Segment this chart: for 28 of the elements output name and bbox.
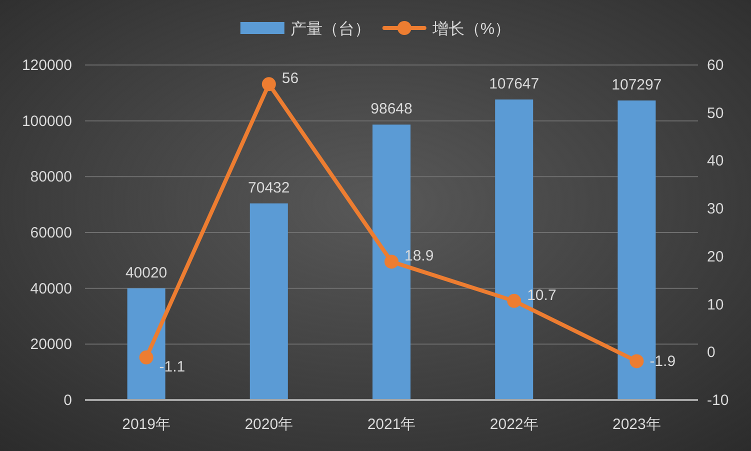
x-tick-label: 2019年 <box>122 416 170 433</box>
y2-tick-label: 20 <box>707 248 724 266</box>
x-tick-label: 2023年 <box>612 416 661 433</box>
y-tick-label: 40000 <box>30 280 72 298</box>
y-tick-label: 120000 <box>22 57 72 74</box>
y2-tick-label: 50 <box>707 104 724 122</box>
y2-tick-label: 0 <box>707 344 716 362</box>
data-label: 40020 <box>125 264 168 282</box>
y2-tick-label: -10 <box>707 392 729 409</box>
data-label: 56 <box>282 70 299 88</box>
legend-label: 产量（台） <box>290 20 370 38</box>
data-label: 98648 <box>370 100 412 118</box>
y2-tick-label: 40 <box>707 152 724 170</box>
x-tick-label: 2020年 <box>244 416 294 433</box>
x-tick-label: 2021年 <box>367 416 416 433</box>
y-tick-label: 60000 <box>30 224 72 242</box>
y2-tick-label: 60 <box>707 57 724 74</box>
y-tick-label: 100000 <box>22 112 72 130</box>
y-tick-label: 80000 <box>30 168 72 186</box>
x-tick-label: 2022年 <box>490 416 538 433</box>
y2-tick-label: 30 <box>707 200 724 218</box>
data-label: 107647 <box>489 75 540 92</box>
data-label: 107297 <box>612 76 662 94</box>
legend-label: 增长（%） <box>431 20 511 38</box>
y-tick-label: 0 <box>64 392 72 409</box>
data-label: 70432 <box>248 179 290 196</box>
y2-tick-label: 10 <box>707 296 724 314</box>
y-tick-label: 20000 <box>30 336 72 354</box>
